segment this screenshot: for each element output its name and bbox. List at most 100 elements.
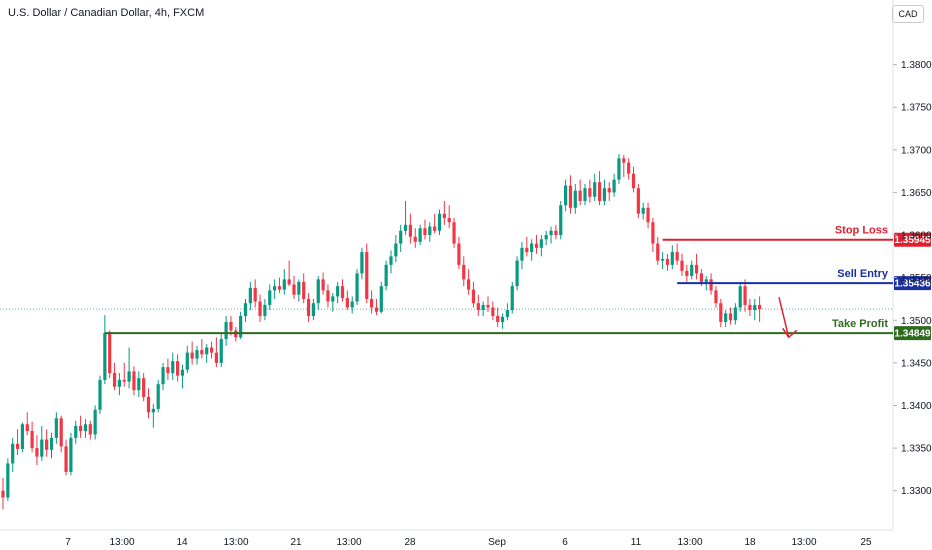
x-tick-label: 21 (290, 537, 302, 548)
candle-body (636, 188, 640, 214)
candle-body (423, 228, 427, 236)
candle-body (588, 188, 592, 197)
candle-body (282, 279, 286, 290)
time-axis[interactable]: 7 13:00 14 13:00 21 13:00 28 Sep 6 11 13:00 18 13:00… (65, 537, 872, 548)
candle-body (724, 313, 728, 322)
candle-body (103, 333, 107, 380)
candle-body (719, 303, 723, 322)
candle-body (442, 213, 446, 218)
candle-body (74, 425, 78, 438)
x-tick-label: 25 (860, 537, 872, 548)
candle-body (471, 289, 476, 304)
candle-body (258, 301, 262, 316)
candle-body (699, 273, 703, 282)
x-tick-label: 13:00 (336, 537, 361, 548)
candle-body (350, 301, 354, 308)
candle-body (685, 270, 689, 276)
candle-body (452, 222, 456, 244)
candle-body (505, 310, 509, 317)
candle-body (728, 313, 733, 321)
candle-body (79, 425, 83, 432)
candle-body (11, 443, 15, 464)
x-tick-label: 18 (744, 537, 756, 548)
candle-body (651, 222, 655, 244)
candle-body (496, 316, 500, 322)
candle-body (675, 252, 679, 261)
x-tick-label: 11 (631, 537, 642, 548)
candle-body (146, 396, 151, 413)
candle-body (491, 307, 495, 316)
candle-body (40, 439, 44, 457)
candle-body (515, 260, 519, 287)
candle-body (1, 490, 5, 498)
y-tick-label: 1.34000 (901, 401, 932, 412)
price-axis[interactable]: 1.33000 1.33500 1.34000 1.34500 1.35000 1.355… (893, 60, 932, 497)
candle-body (302, 281, 306, 299)
candle-body (268, 290, 272, 305)
candle-body (176, 361, 180, 376)
candle-body (209, 347, 214, 353)
candle-body (583, 188, 587, 201)
candle-body (25, 424, 29, 432)
candle-body (316, 279, 320, 304)
candle-body (462, 264, 466, 280)
candle-body (59, 418, 63, 447)
x-tick-label: 28 (404, 537, 416, 548)
candle-body (93, 409, 97, 435)
candle-body (500, 316, 505, 322)
candle-body (156, 384, 160, 409)
candle-body (6, 463, 10, 498)
trade-levels: Stop Loss 1.35945 Sell Entry 1.35436 Take Pr… (104, 225, 931, 341)
candle-body (408, 224, 412, 237)
candle-body (15, 443, 20, 449)
y-tick-label: 1.33000 (901, 486, 932, 497)
candle-body (35, 448, 39, 457)
candle-body (171, 361, 175, 374)
candle-body (437, 213, 442, 231)
candle-body (311, 303, 315, 316)
candle-body (200, 350, 204, 355)
candle-body (49, 437, 54, 450)
candle-body (20, 424, 24, 449)
candle-body (229, 321, 233, 331)
candle-body (690, 264, 694, 276)
sell-entry-price-badge (894, 276, 931, 291)
candle-body (602, 188, 606, 201)
candle-body (224, 321, 228, 340)
candle-body (219, 339, 223, 363)
y-tick-label: 1.36500 (901, 188, 932, 199)
candle-body (108, 333, 112, 374)
candle-body (447, 218, 451, 223)
candle-body (326, 290, 330, 302)
candle-body (539, 239, 543, 248)
candle-body (340, 286, 345, 299)
candle-body (481, 304, 485, 311)
candle-body (277, 286, 282, 290)
candle-body (549, 230, 553, 236)
y-tick-label: 1.37000 (901, 145, 932, 156)
candle-body (573, 190, 577, 208)
candle-body (132, 371, 136, 391)
candle-body (243, 303, 248, 316)
candle-body (88, 424, 92, 435)
candle-body (83, 424, 88, 432)
candle-body (112, 373, 117, 387)
projection-arrow (778, 297, 790, 338)
candle-body (743, 286, 747, 305)
candle-body (694, 264, 699, 274)
candlestick-series (1, 154, 762, 510)
candle-body (428, 226, 432, 236)
candle-body (166, 367, 170, 374)
y-tick-label: 1.33500 (901, 444, 932, 455)
currency-selector[interactable]: CAD (892, 5, 924, 23)
candle-body (578, 190, 582, 201)
candle-body (45, 439, 49, 450)
candle-body (612, 179, 616, 193)
candle-body (627, 162, 631, 174)
candle-body (399, 230, 403, 244)
y-tick-label: 1.37500 (901, 103, 932, 114)
candle-body (379, 286, 383, 312)
x-tick-label: 6 (562, 537, 568, 548)
